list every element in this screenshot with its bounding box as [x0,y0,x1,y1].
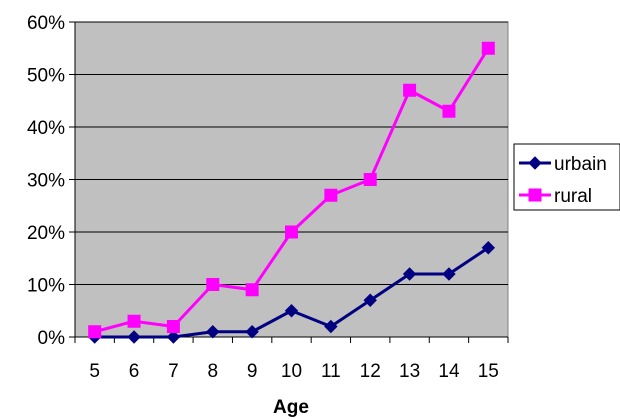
series-urbain [87,241,496,344]
data-point [363,173,377,186]
data-point [127,330,141,344]
data-point [127,314,141,328]
data-point [442,104,456,118]
x-tick-label: 13 [399,361,420,382]
series-layer [87,41,496,344]
data-point [403,83,417,97]
data-point [285,225,298,239]
legend-label: rural [554,186,592,207]
x-tick-label: 8 [207,361,218,382]
x-tick-label: 5 [89,361,100,382]
y-tick-label: 40% [27,118,65,139]
y-tick-label: 50% [27,66,65,87]
x-tick-label: 6 [129,361,140,382]
data-point [442,267,456,281]
data-point [324,188,338,202]
data-point [324,319,338,334]
data-point [481,41,495,55]
data-point [166,320,180,333]
y-tick-labels: 0% 10% 20% 30% 40% 50% 60% [27,13,65,349]
data-point [363,293,377,307]
legend-swatch-marker [528,188,542,202]
data-point [206,325,220,339]
legend-label: urbain [554,154,607,175]
data-point [481,241,496,255]
data-point [166,330,181,344]
x-tick-label: 14 [438,361,460,382]
x-tick-label: 11 [321,361,341,382]
data-point [206,278,220,291]
data-point [284,304,299,318]
x-tick-label: 9 [247,361,258,382]
legend-item-rural: rural [519,186,592,207]
y-tick-label: 60% [27,13,65,34]
data-point [245,325,259,339]
y-tick-label: 30% [27,171,65,192]
x-tick-label: 12 [360,361,381,382]
data-point [402,267,417,281]
x-tick-label: 15 [478,361,499,382]
data-point [88,325,102,339]
legend: urbain rural [513,143,620,211]
y-tick-label: 10% [27,276,65,297]
axes [69,21,509,343]
x-tick-label: 10 [281,361,302,382]
legend-swatch-marker [528,156,542,170]
series-rural [88,41,495,339]
x-axis-title: Age [273,397,309,418]
y-tick-label: 0% [38,328,66,349]
x-tick-labels: 5 6 7 8 9 10 11 12 13 14 15 [89,361,498,382]
data-point [245,283,259,297]
legend-item-urbain: urbain [519,154,607,175]
gridlines [75,21,508,285]
x-tick-label: 7 [168,361,179,382]
y-tick-label: 20% [27,223,65,244]
